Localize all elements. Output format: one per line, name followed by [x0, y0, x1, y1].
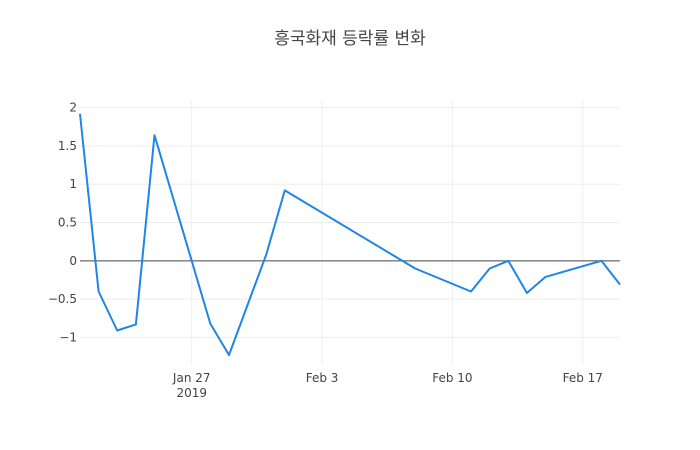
y-tick-label: 0	[69, 254, 77, 268]
y-tick-label: 0.5	[58, 216, 77, 230]
series-line	[79, 113, 621, 356]
chart-title: 흥국화재 등락률 변화	[274, 29, 426, 49]
x-tick-label: Jan 27 2019	[172, 371, 211, 400]
x-tick-label: Feb 17	[563, 371, 603, 385]
y-tick-label: 1.5	[58, 139, 77, 153]
x-tick-label: Feb 10	[432, 371, 472, 385]
y-tick-label: −1	[59, 330, 77, 344]
y-tick-label: −0.5	[48, 292, 77, 306]
x-tick-label: Feb 3	[306, 371, 339, 385]
y-tick-label: 1	[69, 177, 77, 191]
y-tick-label: 2	[69, 101, 77, 115]
